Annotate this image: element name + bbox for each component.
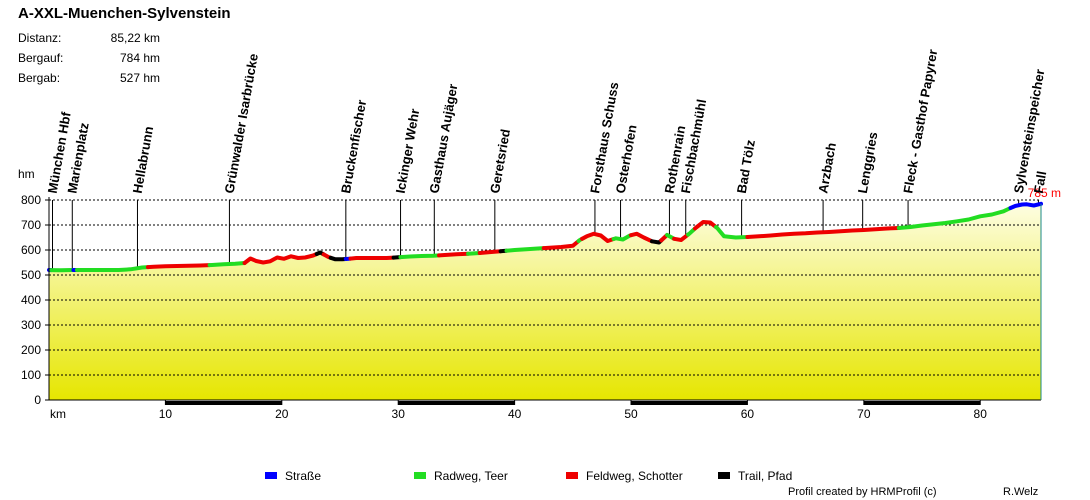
stat-distance-value: 85,22 km (110, 31, 160, 45)
y-tick-label: 0 (34, 393, 41, 407)
scale-band (514, 401, 632, 405)
elevation-area (49, 203, 1041, 400)
profile-segment-radweg (896, 206, 1013, 230)
waypoint-label-5: Ickinger Wehr (393, 107, 423, 194)
profile-segment-radweg (398, 253, 441, 260)
waypoint-label-14: Lenggries (855, 131, 881, 195)
waypoint-label-13: Arzbach (815, 141, 839, 194)
legend-swatch-radweg (414, 472, 426, 479)
y-tick-label: 600 (21, 243, 41, 257)
stat-distance-label: Distanz: (18, 31, 62, 45)
legend-swatch-trail (718, 472, 730, 479)
profile-segment-radweg (686, 226, 697, 237)
waypoint-label-3: Grünwalder Isarbrücke (222, 52, 261, 194)
x-tick-label: 20 (275, 407, 289, 421)
author-text: R.Welz (1003, 486, 1039, 498)
chart-axes: hm km 0 100 200 300 400 500 600 700 800 10 20 30 40 50 6… (18, 167, 1061, 421)
profile-segment-feldweg (580, 231, 616, 243)
surface-profile-line (47, 201, 1043, 273)
profile-segment-feldweg (242, 252, 319, 265)
end-elevation-label: 785 m (1028, 186, 1061, 200)
profile-segment-feldweg (541, 239, 581, 251)
stat-ascent-label: Bergauf: (18, 51, 64, 65)
x-tick-label: 50 (624, 407, 638, 421)
profile-segment-radweg (714, 225, 750, 240)
legend-label-trail: Trail, Pfad (738, 469, 792, 483)
waypoint-label-6: Gasthaus Aujäger (426, 83, 460, 195)
profile-segment-strasse (1008, 201, 1043, 210)
profile-segment-feldweg (348, 255, 396, 261)
scale-band (165, 401, 282, 405)
profile-segment-feldweg (477, 249, 503, 255)
waypoint-label-2: Hellabrunn (130, 125, 157, 195)
x-tick-label: 60 (741, 407, 755, 421)
profile-segment-feldweg (629, 231, 654, 244)
profile-segment-feldweg (672, 232, 691, 242)
scale-band (49, 401, 166, 405)
scale-band (398, 401, 515, 405)
profile-segment-radweg (207, 261, 247, 268)
y-tick-label: 800 (21, 193, 41, 207)
x-tick-label: 30 (392, 407, 406, 421)
x-axis-label: km (50, 407, 66, 421)
chart-title: A-XXL-Muenchen-Sylvenstein (18, 5, 231, 22)
legend-label-radweg: Radweg, Teer (434, 469, 508, 483)
credit-text: Profil created by HRMProfil (c) (788, 486, 937, 498)
profile-segment-radweg (74, 265, 150, 272)
legend-label-feldweg: Feldweg, Schotter (586, 469, 683, 483)
x-tick-label: 40 (508, 407, 522, 421)
legend-swatch-strasse (265, 472, 277, 479)
legend-label-strasse: Straße (285, 469, 321, 483)
waypoint-markers (51, 200, 1039, 271)
legend: Straße Radweg, Teer Feldweg, Schotter Trail… (265, 469, 792, 483)
scale-band (747, 401, 864, 405)
stat-descent-value: 527 hm (119, 71, 160, 85)
profile-segment-radweg (504, 246, 546, 253)
waypoint-label-17: Fall (1031, 170, 1050, 195)
waypoint-label-9: Osterhofen (613, 124, 640, 195)
profile-segment-feldweg (745, 226, 901, 239)
x-tick-label: 10 (159, 407, 173, 421)
stat-ascent-value: 784 hm (119, 51, 160, 65)
scale-band (631, 401, 748, 405)
elevation-fill (49, 203, 1041, 400)
y-tick-label: 500 (21, 268, 41, 282)
profile-segment-trail (328, 255, 348, 262)
waypoint-label-7: Geretsried (487, 128, 513, 195)
stat-descent-label: Bergab: (18, 71, 61, 85)
y-tick-label: 700 (21, 218, 41, 232)
waypoint-label-12: Bad Tölz (734, 138, 758, 194)
y-tick-label: 400 (21, 293, 41, 307)
x-tick-label: 80 (974, 407, 988, 421)
y-tick-label: 300 (21, 318, 41, 332)
profile-segment-feldweg (145, 263, 212, 270)
y-axis-label: hm (18, 167, 35, 181)
scale-band (281, 401, 399, 405)
y-tick-label: 100 (21, 368, 41, 382)
legend-swatch-feldweg (566, 472, 578, 479)
x-tick-label: 70 (857, 407, 871, 421)
waypoint-label-15: Fleck - Gasthof Papyrer (900, 48, 940, 194)
y-tick-label: 200 (21, 343, 41, 357)
waypoint-label-4: Bruckenfischer (338, 99, 369, 195)
profile-segment-feldweg (693, 220, 718, 231)
scale-band (863, 401, 981, 405)
profile-segment-feldweg (437, 251, 471, 258)
